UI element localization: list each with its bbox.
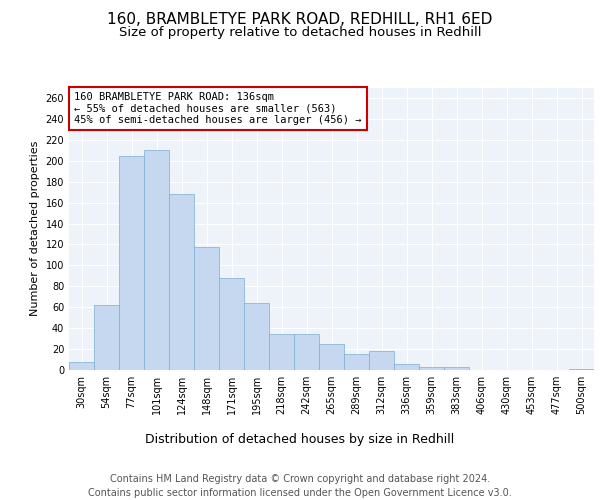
Y-axis label: Number of detached properties: Number of detached properties (30, 141, 40, 316)
Bar (94, 305, 119, 370)
Bar (569, 369, 594, 370)
Bar (144, 150, 169, 370)
Text: 160 BRAMBLETYE PARK ROAD: 136sqm
← 55% of detached houses are smaller (563)
45% : 160 BRAMBLETYE PARK ROAD: 136sqm ← 55% o… (74, 92, 362, 125)
Bar (194, 246, 219, 370)
Bar (319, 344, 344, 370)
Bar (219, 278, 244, 370)
Bar (344, 354, 369, 370)
Bar (169, 194, 194, 370)
Bar (394, 364, 419, 370)
Text: 160, BRAMBLETYE PARK ROAD, REDHILL, RH1 6ED: 160, BRAMBLETYE PARK ROAD, REDHILL, RH1 … (107, 12, 493, 28)
Text: Distribution of detached houses by size in Redhill: Distribution of detached houses by size … (145, 432, 455, 446)
Text: Contains HM Land Registry data © Crown copyright and database right 2024.
Contai: Contains HM Land Registry data © Crown c… (88, 474, 512, 498)
Bar (294, 334, 319, 370)
Bar (269, 334, 294, 370)
Bar (244, 303, 269, 370)
Bar (444, 367, 469, 370)
Bar (119, 156, 144, 370)
Text: Size of property relative to detached houses in Redhill: Size of property relative to detached ho… (119, 26, 481, 39)
Bar (419, 367, 444, 370)
Bar (369, 351, 394, 370)
Bar (69, 362, 94, 370)
